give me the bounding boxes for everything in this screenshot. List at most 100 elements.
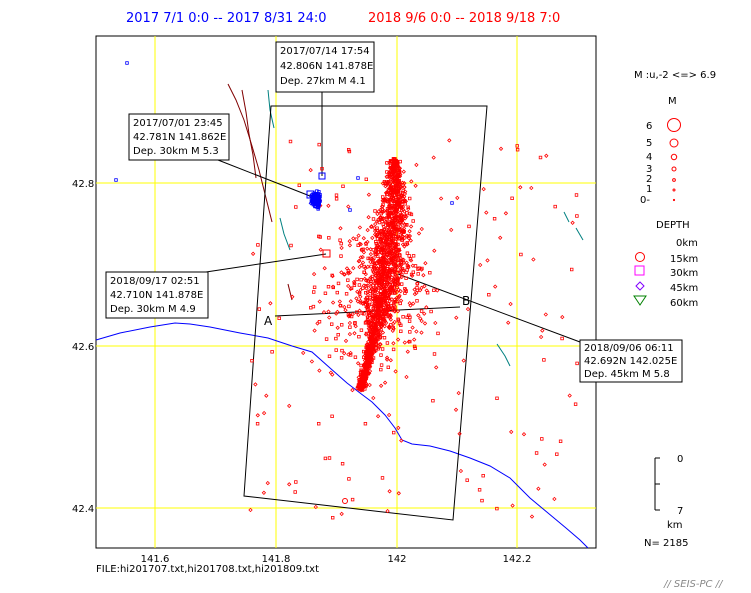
event-marker bbox=[386, 365, 390, 369]
magnitude-title: M bbox=[668, 96, 677, 107]
event-marker bbox=[346, 147, 351, 152]
event-marker bbox=[330, 273, 335, 279]
event-marker bbox=[382, 244, 387, 250]
event-marker bbox=[368, 284, 374, 290]
event-marker bbox=[380, 317, 386, 322]
event-marker bbox=[436, 331, 440, 336]
lat-tick-label: 42.8 bbox=[72, 179, 94, 190]
event-marker bbox=[370, 302, 374, 306]
depth-symbol-60km-triangle bbox=[633, 295, 647, 306]
event-marker bbox=[400, 183, 405, 187]
event-marker bbox=[385, 211, 390, 215]
event-marker bbox=[376, 310, 382, 315]
event-marker bbox=[392, 164, 397, 169]
event-marker bbox=[391, 341, 396, 346]
event-marker bbox=[339, 254, 343, 258]
event-marker bbox=[390, 267, 394, 271]
depth-symbol-45km-diamond bbox=[635, 281, 645, 291]
event-marker bbox=[398, 301, 402, 306]
event-marker bbox=[261, 410, 267, 416]
depth-label: 45km bbox=[670, 283, 698, 294]
depth-legend: DEPTH 0km 15km 30km 45km 60km bbox=[633, 220, 698, 309]
event-marker bbox=[385, 209, 391, 214]
event-marker bbox=[544, 153, 549, 158]
event-marker bbox=[343, 308, 348, 313]
event-marker bbox=[382, 198, 387, 202]
event-marker bbox=[367, 319, 373, 325]
event-marker bbox=[250, 251, 256, 256]
event-marker bbox=[402, 181, 407, 186]
event-marker bbox=[387, 298, 392, 304]
event-marker bbox=[318, 247, 323, 252]
callout-box bbox=[128, 113, 230, 161]
event-marker bbox=[368, 295, 372, 300]
event-marker bbox=[398, 172, 403, 177]
event-marker bbox=[495, 506, 499, 511]
event-marker bbox=[379, 236, 384, 242]
fault-line bbox=[227, 83, 273, 223]
event-marker bbox=[385, 288, 391, 293]
event-marker bbox=[337, 299, 342, 304]
event-marker bbox=[400, 258, 404, 262]
event-marker bbox=[255, 413, 260, 418]
event-marker bbox=[359, 328, 364, 332]
event-marker bbox=[358, 287, 363, 293]
event-marker bbox=[293, 490, 297, 494]
event-marker bbox=[455, 195, 460, 201]
event-marker bbox=[294, 480, 298, 484]
event-marker bbox=[347, 320, 353, 326]
event-marker bbox=[419, 309, 424, 313]
magnitude-symbol-6 bbox=[667, 118, 681, 132]
event-marker bbox=[384, 357, 390, 362]
scale-bottom-label: 7 bbox=[677, 506, 683, 517]
event-marker bbox=[379, 353, 383, 357]
event-marker bbox=[396, 318, 401, 323]
event-marker bbox=[378, 304, 382, 308]
event-marker bbox=[413, 346, 417, 350]
event-marker bbox=[519, 252, 523, 257]
event-marker bbox=[365, 304, 371, 309]
event-marker bbox=[364, 286, 369, 291]
event-marker bbox=[498, 235, 503, 240]
event-marker bbox=[352, 331, 357, 336]
event-marker bbox=[386, 200, 391, 204]
event-marker bbox=[339, 323, 344, 327]
event-marker bbox=[392, 245, 397, 250]
event-marker-2017-07-01 bbox=[306, 190, 315, 199]
event-marker bbox=[399, 438, 404, 443]
event-marker bbox=[309, 305, 313, 310]
event-marker bbox=[365, 346, 370, 350]
event-marker bbox=[351, 236, 356, 241]
callout-location: 42.710N 141.878E bbox=[110, 290, 203, 301]
event-marker bbox=[394, 198, 398, 202]
event-marker bbox=[354, 296, 359, 301]
event-marker bbox=[315, 200, 319, 204]
event-marker bbox=[575, 361, 579, 366]
event-marker bbox=[371, 217, 376, 221]
event-marker bbox=[394, 183, 398, 187]
event-marker bbox=[399, 212, 405, 218]
magnitude-label: 3 bbox=[646, 164, 652, 175]
event-marker bbox=[383, 300, 388, 305]
event-marker bbox=[422, 321, 428, 326]
event-marker bbox=[366, 360, 370, 365]
event-marker bbox=[361, 381, 367, 386]
event-marker bbox=[290, 294, 295, 299]
event-marker bbox=[357, 283, 362, 287]
event-marker bbox=[371, 315, 375, 320]
event-marker bbox=[376, 283, 382, 288]
event-marker bbox=[542, 462, 547, 467]
callout-location: 42.806N 141.878E bbox=[280, 61, 373, 72]
event-marker bbox=[377, 342, 383, 347]
event-marker bbox=[380, 247, 384, 251]
event-marker bbox=[369, 325, 374, 330]
event-marker bbox=[396, 242, 400, 247]
event-marker bbox=[378, 342, 383, 347]
event-marker bbox=[398, 227, 403, 232]
event-marker bbox=[400, 199, 405, 205]
event-marker bbox=[402, 184, 407, 190]
event-marker bbox=[348, 325, 352, 329]
event-marker bbox=[256, 243, 260, 247]
event-marker bbox=[330, 300, 336, 305]
event-marker bbox=[335, 290, 339, 295]
